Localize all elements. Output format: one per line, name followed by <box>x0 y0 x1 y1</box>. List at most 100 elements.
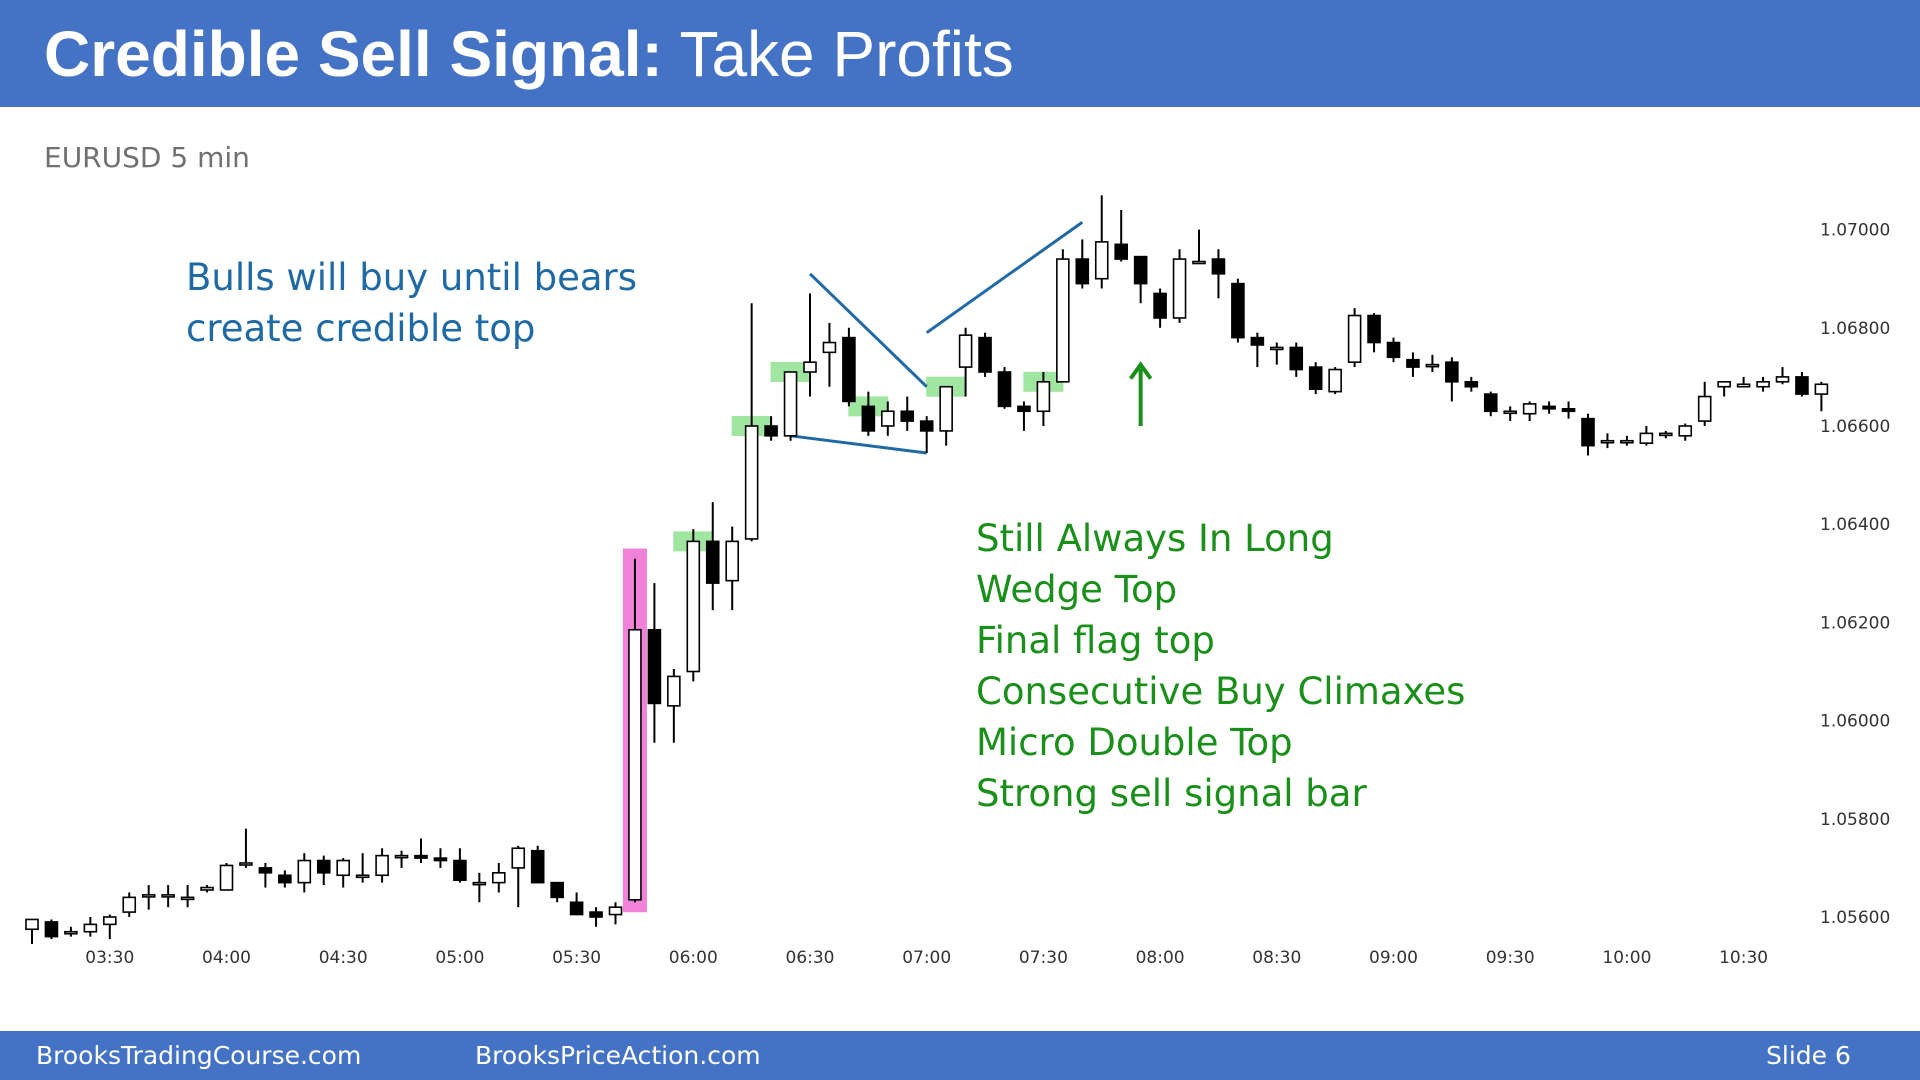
candle-body-bull <box>297 859 312 884</box>
candle-body-bull <box>1503 410 1517 415</box>
candle-body-bull <box>1639 432 1654 444</box>
candle <box>1483 391 1498 417</box>
candle <box>1561 401 1576 419</box>
candle <box>822 322 837 387</box>
candle <box>919 416 934 454</box>
candle <box>569 892 584 916</box>
annotation-bulls-line2: create credible top <box>186 307 535 350</box>
candle-body-bear <box>647 628 662 705</box>
y-tick-label: 1.06200 <box>1820 613 1890 633</box>
candle-body-bull <box>822 341 837 354</box>
candle <box>336 858 351 888</box>
annotation-bulls-line1: Bulls will buy until bears <box>186 256 637 299</box>
candle-body-bull <box>83 923 98 933</box>
candle <box>1386 337 1401 363</box>
candle-body-bear <box>1386 341 1401 359</box>
y-tick-label: 1.05800 <box>1820 810 1890 830</box>
candle-body-bull <box>180 896 195 901</box>
candle-body-bull <box>1270 346 1284 351</box>
candle <box>1775 367 1790 385</box>
candle-body-bear <box>1211 258 1226 275</box>
candle-body-bull <box>1094 241 1109 280</box>
candle <box>394 850 409 868</box>
candle <box>1542 401 1556 414</box>
candle <box>725 526 740 611</box>
candle <box>44 919 59 940</box>
candle-body-bull <box>200 886 214 891</box>
candle <box>433 848 448 868</box>
candle-body-bear <box>1308 366 1323 390</box>
candle <box>1736 376 1751 388</box>
candle <box>939 385 953 446</box>
candle-body-bull <box>239 862 253 866</box>
candle-body-bear <box>1464 381 1479 388</box>
candle-body-bull <box>1814 383 1829 395</box>
candle <box>453 848 467 883</box>
candle-body-bull <box>1678 425 1693 437</box>
candle <box>1114 209 1128 262</box>
y-axis: 1.07000 1.06800 1.06600 1.06400 1.06200 1.060… <box>1820 221 1890 928</box>
trendline-layer <box>790 221 1084 455</box>
x-tick-label: 09:00 <box>1369 948 1418 968</box>
candle-body-bull <box>1659 432 1673 437</box>
candle-body-bear <box>997 371 1012 408</box>
title-regular: Take Profits <box>679 18 1014 90</box>
candle <box>1172 249 1187 323</box>
candle-body-bear <box>258 867 273 874</box>
candle-body-bear <box>1561 408 1576 413</box>
candle-body-bear <box>1133 255 1148 285</box>
candle <box>1328 367 1342 395</box>
candle-body-bear <box>1017 405 1031 413</box>
candle-body-bull <box>64 930 78 935</box>
candle-body-bull <box>880 410 895 427</box>
x-tick-label: 06:00 <box>669 948 718 968</box>
candle-body-bull <box>1192 260 1206 265</box>
candle-body-bull <box>1717 381 1731 388</box>
annotation-reason: Strong sell signal bar <box>976 772 1367 815</box>
candle <box>1367 313 1381 353</box>
x-tick-label: 04:30 <box>319 948 368 968</box>
footer-site-course[interactable]: BrooksTradingCourse.com <box>36 1041 362 1070</box>
arrow-head <box>1129 361 1153 380</box>
x-tick-label: 08:30 <box>1252 948 1301 968</box>
candle <box>1406 352 1420 377</box>
annotation-reason: Consecutive Buy Climaxes <box>976 670 1465 713</box>
candle <box>1017 401 1031 431</box>
candle <box>900 396 915 431</box>
candle <box>608 902 623 925</box>
candle-body-bear <box>1542 405 1556 410</box>
candle-body-bear <box>1483 393 1498 413</box>
candle <box>628 558 642 903</box>
candle <box>1795 371 1809 397</box>
candle-body-bear <box>44 921 59 938</box>
candle-body-bull <box>725 540 740 582</box>
annotation-reason: Still Always In Long <box>976 517 1334 560</box>
candle-body-bear <box>453 859 467 881</box>
candle-body-bull <box>1620 439 1634 444</box>
candle <box>1581 413 1595 456</box>
candle-body-bear <box>530 849 545 884</box>
candle <box>491 862 506 893</box>
candle-body-bear <box>316 859 331 874</box>
candle <box>1153 288 1167 328</box>
candle-body-bull <box>1172 258 1187 319</box>
footer-site-priceaction[interactable]: BrooksPriceAction.com <box>475 1041 761 1070</box>
candle <box>1036 371 1051 426</box>
slide-header: Credible Sell Signal: Take Profits <box>0 0 1920 107</box>
candle-body-bear <box>1445 361 1459 383</box>
candle-body-bull <box>667 675 681 707</box>
candlestick-chart: 1.07000 1.06800 1.06600 1.06400 1.06200 1.060… <box>25 195 1890 968</box>
candle <box>122 892 137 917</box>
candle <box>764 416 778 441</box>
candle-body-bull <box>744 425 759 540</box>
candle-body-bear <box>1114 243 1128 260</box>
candle <box>316 855 331 886</box>
candle-body-bull <box>1036 381 1051 413</box>
candle-body-bear <box>861 405 876 432</box>
candle-body-bear <box>1406 358 1420 368</box>
candle <box>1464 376 1479 392</box>
candle-body-bear <box>414 854 428 859</box>
candle <box>219 862 234 891</box>
candle-body-bear <box>842 336 856 403</box>
annotation-layer: Bulls will buy until bears create credibl… <box>186 256 1465 815</box>
